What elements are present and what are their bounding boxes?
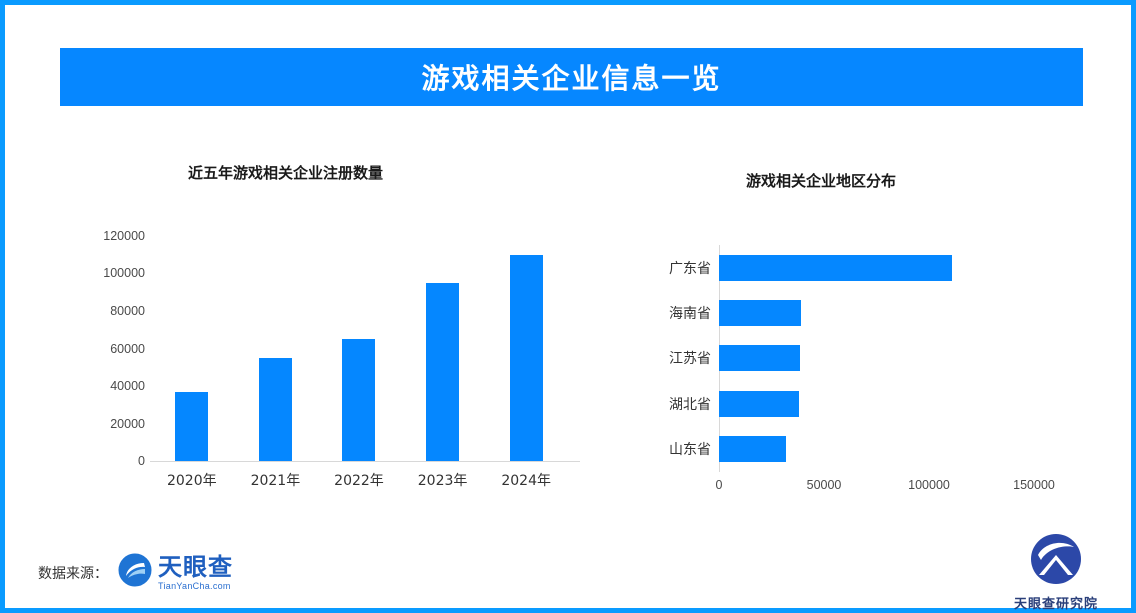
left-chart-x-axis: 2020年 2021年 2022年 2023年 2024年 [150, 470, 568, 490]
bar-slot [485, 236, 568, 461]
x-axis-tick: 0 [715, 478, 723, 492]
x-axis-tick: 150000 [1013, 478, 1055, 492]
hbar-row: 湖北省 [635, 384, 1075, 424]
tianyancha-domain: TianYanCha.com [158, 580, 231, 591]
left-chart-baseline [150, 461, 580, 462]
hbar-湖北省[interactable] [719, 390, 799, 417]
bar-slot [234, 236, 317, 461]
y-axis-tick: 20000 [110, 416, 145, 431]
institute-logo: 天眼查研究院 [1011, 533, 1101, 612]
hbar-row: 海南省 [635, 293, 1075, 333]
hbar-label-广东省: 广东省 [669, 260, 711, 277]
hbar-label-江苏省: 江苏省 [669, 351, 711, 368]
left-chart-plot-area [150, 236, 568, 461]
x-axis-label: 2020年 [166, 473, 217, 489]
bar-2021年[interactable] [258, 357, 292, 461]
x-axis-label: 2021年 [250, 473, 301, 489]
hbar-label-湖北省: 湖北省 [669, 396, 711, 413]
y-axis-tick: 80000 [110, 303, 145, 318]
page-title: 游戏相关企业信息一览 [421, 62, 722, 95]
hbar-山东省[interactable] [719, 436, 787, 463]
hbar-track [719, 300, 1075, 327]
bar-2020年[interactable] [175, 391, 209, 461]
left-chart-bars [150, 236, 568, 461]
bar-slot [150, 236, 233, 461]
tianyancha-swirl-icon [118, 553, 152, 592]
region-distribution-bar-chart: 广东省海南省江苏省湖北省山东省 0 50000 100000 150000 [635, 245, 1075, 510]
x-axis-tick: 100000 [908, 478, 950, 492]
title-banner: 游戏相关企业信息一览 [60, 48, 1083, 106]
hbar-track [719, 254, 1075, 281]
tianyancha-logo: 天眼查 TianYanCha.com [118, 553, 233, 592]
x-axis-label: 2023年 [417, 473, 468, 489]
x-axis-tick: 50000 [806, 478, 842, 492]
hbar-广东省[interactable] [719, 254, 953, 281]
hbar-row: 广东省 [635, 248, 1075, 288]
x-axis-label: 2024年 [501, 473, 551, 489]
y-axis-tick: 120000 [103, 229, 145, 243]
institute-name: 天眼查研究院 [1013, 597, 1098, 612]
hbar-label-海南省: 海南省 [669, 306, 711, 323]
hbar-海南省[interactable] [719, 300, 801, 327]
hbar-track [719, 345, 1075, 372]
tianyancha-name: 天眼查 [158, 552, 233, 581]
y-axis-tick: 100000 [103, 266, 145, 281]
hbar-track [719, 436, 1075, 463]
right-chart-x-axis: 0 50000 100000 150000 [715, 478, 1055, 498]
y-axis-tick: 0 [138, 454, 145, 468]
left-chart-title: 近五年游戏相关企业注册数量 [188, 164, 384, 182]
tianyancha-wordmark: 天眼查 TianYanCha.com [158, 555, 233, 591]
registrations-bar-chart: 0 20000 40000 60000 80000 100000 120000 2020年 2… [85, 220, 585, 510]
hbar-江苏省[interactable] [719, 345, 800, 372]
hbar-label-山东省: 山东省 [669, 442, 711, 459]
right-chart-bars: 广东省海南省江苏省湖北省山东省 [635, 245, 1075, 472]
hbar-row: 江苏省 [635, 338, 1075, 378]
tianyancha-institute-icon [1030, 533, 1082, 590]
bar-slot [317, 236, 400, 461]
bar-2023年[interactable] [426, 282, 460, 461]
bar-slot [401, 236, 484, 461]
right-chart-title: 游戏相关企业地区分布 [746, 172, 897, 190]
bar-2022年[interactable] [342, 339, 376, 461]
hbar-track [719, 390, 1075, 417]
hbar-row: 山东省 [635, 429, 1075, 469]
data-source-label: 数据来源： [38, 565, 108, 582]
page-inner: 游戏相关企业信息一览 近五年游戏相关企业注册数量 0 20000 40000 6000… [5, 5, 1131, 612]
bar-2024年[interactable] [509, 254, 543, 461]
data-source: 数据来源： 天眼查 TianYanCha.com [38, 553, 233, 592]
left-chart-y-axis: 0 20000 40000 60000 80000 100000 120000 [85, 229, 145, 468]
x-axis-label: 2022年 [334, 473, 384, 489]
y-axis-tick: 60000 [110, 341, 145, 356]
y-axis-tick: 40000 [110, 378, 145, 393]
